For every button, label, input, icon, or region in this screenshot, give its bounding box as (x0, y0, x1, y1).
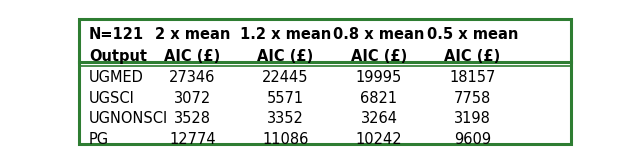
Text: PG: PG (89, 132, 109, 147)
Text: 2 x mean: 2 x mean (155, 27, 230, 42)
Text: UGNONSCI: UGNONSCI (89, 111, 169, 126)
Text: 0.5 x mean: 0.5 x mean (427, 27, 518, 42)
Text: 3352: 3352 (267, 111, 304, 126)
Text: 9609: 9609 (454, 132, 491, 147)
Text: 19995: 19995 (356, 70, 402, 85)
Text: 3072: 3072 (174, 91, 211, 105)
Text: UGMED: UGMED (89, 70, 144, 85)
Text: 10242: 10242 (356, 132, 403, 147)
Text: 3264: 3264 (361, 111, 398, 126)
Text: AIC (£): AIC (£) (444, 49, 500, 64)
Text: 5571: 5571 (267, 91, 304, 105)
Text: 7758: 7758 (454, 91, 491, 105)
Text: AIC (£): AIC (£) (257, 49, 314, 64)
Text: 6821: 6821 (360, 91, 398, 105)
Text: 3198: 3198 (454, 111, 491, 126)
Text: UGSCI: UGSCI (89, 91, 135, 105)
Text: Output: Output (89, 49, 147, 64)
Text: AIC (£): AIC (£) (164, 49, 221, 64)
Text: AIC (£): AIC (£) (351, 49, 407, 64)
Text: 1.2 x mean: 1.2 x mean (240, 27, 331, 42)
Text: 22445: 22445 (262, 70, 309, 85)
Text: 11086: 11086 (262, 132, 309, 147)
Text: 27346: 27346 (169, 70, 216, 85)
Text: 18157: 18157 (449, 70, 496, 85)
Text: 3528: 3528 (174, 111, 210, 126)
Text: 12774: 12774 (169, 132, 216, 147)
Text: 0.8 x mean: 0.8 x mean (333, 27, 425, 42)
Text: N=121: N=121 (89, 27, 144, 42)
